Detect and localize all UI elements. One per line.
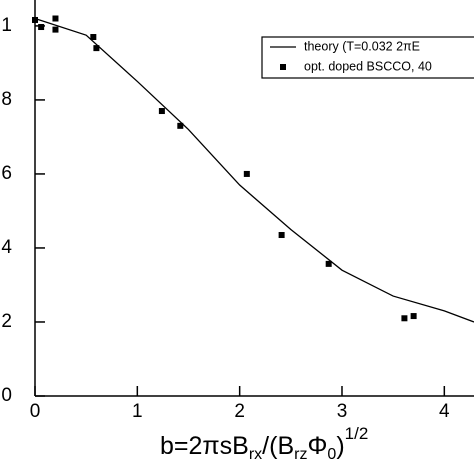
data-point	[177, 122, 184, 129]
data-point	[38, 24, 45, 31]
data-point	[325, 260, 332, 267]
x-axis-label-part: rx	[249, 446, 262, 463]
data-point	[401, 315, 408, 322]
y-tick-label: 0	[1, 385, 12, 406]
x-axis-label-part: b=2πsB	[160, 432, 249, 460]
legend-marker	[280, 64, 286, 70]
y-tick-label: 2	[1, 311, 12, 332]
x-tick-label: 0	[30, 401, 41, 422]
y-tick-label: 8	[1, 89, 12, 110]
x-tick-label: 3	[337, 401, 348, 422]
data-point	[93, 45, 100, 52]
data-point	[158, 108, 165, 115]
data-point	[243, 170, 250, 177]
data-point	[52, 15, 59, 22]
x-tick-label: 4	[439, 401, 450, 422]
y-tick-label: 6	[1, 163, 12, 184]
x-axis-label: b=2πsBrx/(BrzΦ0)1/2	[160, 424, 368, 463]
y-tick-label: 4	[1, 237, 12, 258]
y-tick-label: 1	[1, 15, 12, 36]
legend-box	[261, 36, 474, 79]
legend-label: opt. doped BSCCO, 40	[304, 59, 432, 73]
data-point	[32, 16, 38, 23]
data-point	[410, 313, 417, 320]
theory-line	[34, 17, 474, 323]
x-axis-label-part: )	[336, 432, 344, 460]
x-axis-label-part: /(B	[262, 432, 294, 460]
x-tick-label: 1	[132, 401, 143, 422]
data-point	[90, 34, 97, 41]
data-point	[52, 26, 59, 33]
x-axis-label-part: 1/2	[345, 424, 369, 443]
x-tick-label: 2	[234, 401, 245, 422]
data-point	[278, 232, 285, 239]
legend-label: theory (T=0.032 2πE	[304, 39, 420, 53]
x-axis-label-part: Φ	[307, 432, 327, 460]
x-axis-label-part: 0	[327, 446, 336, 463]
x-axis-label-part: rz	[294, 446, 307, 463]
